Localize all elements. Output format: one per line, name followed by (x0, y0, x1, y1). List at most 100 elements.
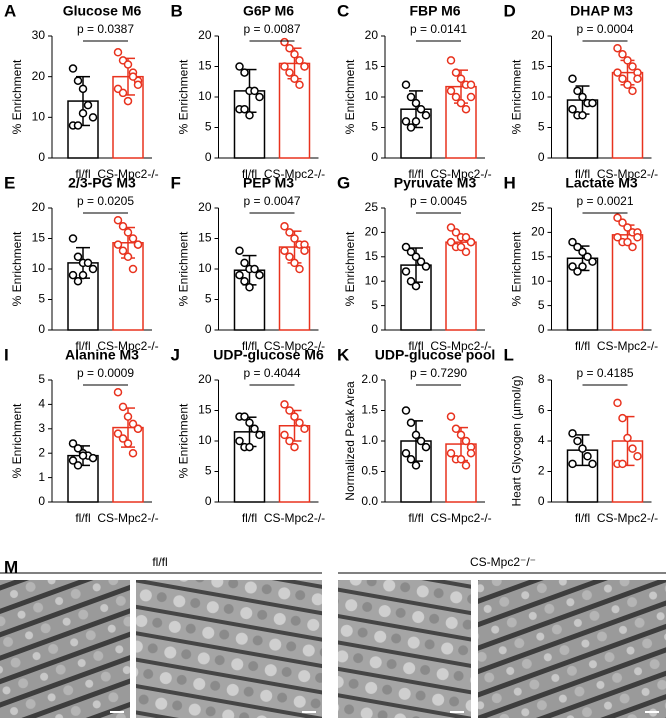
y-tick-label: 10 (198, 89, 212, 103)
x-tick-label: CS-Mpc2-/- (264, 339, 325, 353)
data-point (578, 111, 587, 120)
x-tick-label: fl/fl (408, 339, 423, 353)
x-tick-label: CS-Mpc2-/- (264, 511, 325, 525)
data-point (401, 448, 411, 458)
data-point (633, 74, 642, 83)
x-tick-label: CS-Mpc2-/- (430, 339, 491, 353)
y-axis-label: % Enrichment (177, 59, 191, 134)
x-tick-label: CS-Mpc2-/- (97, 339, 158, 353)
chart-title: Pyruvate M3 (394, 175, 477, 191)
data-point (133, 80, 143, 90)
data-point (623, 223, 632, 232)
data-point (83, 258, 93, 268)
y-axis-label: % Enrichment (510, 231, 524, 306)
panel-letter: M (4, 557, 18, 576)
bar (233, 269, 266, 331)
data-point (68, 270, 78, 280)
data-point (451, 424, 461, 434)
y-tick-label: 5 (371, 298, 378, 312)
chart-title: Glucose M6 (63, 3, 142, 19)
annotation: p = 0.0009 (77, 366, 134, 380)
chart-title: Lactate M3 (565, 175, 638, 191)
data-point (568, 459, 577, 469)
data-point (295, 80, 304, 90)
data-point (73, 444, 83, 453)
data-point (406, 247, 416, 257)
data-point (568, 104, 577, 114)
data-point (466, 448, 476, 458)
panel-letter: E (4, 173, 15, 192)
data-point (461, 233, 471, 242)
data-point (466, 92, 476, 102)
data-point (128, 264, 138, 274)
panel-letter: F (171, 173, 181, 192)
data-point (618, 459, 627, 469)
y-tick-label: 1 (38, 470, 45, 484)
panel-letter: K (337, 345, 350, 364)
data-point (573, 242, 582, 252)
data-point (245, 442, 254, 452)
data-point (623, 433, 632, 443)
data-point (421, 262, 431, 271)
data-point (406, 418, 416, 427)
data-point (466, 237, 476, 247)
data-point (578, 247, 587, 257)
data-point (68, 234, 78, 243)
data-point (285, 406, 294, 415)
data-point (280, 430, 289, 440)
data-point (290, 412, 299, 421)
data-point (456, 242, 466, 252)
data-point (451, 92, 461, 102)
data-point (588, 257, 597, 266)
y-axis-label: % Enrichment (343, 59, 357, 134)
y-tick-label: 15 (198, 59, 212, 73)
data-point (280, 37, 289, 47)
data-point (411, 98, 421, 108)
data-point (456, 74, 466, 83)
x-tick-label: CS-Mpc2-/- (97, 511, 158, 525)
y-tick-label: 0 (538, 322, 545, 336)
data-point (73, 461, 83, 470)
y-axis-label: Normalized Peak Area (343, 381, 357, 501)
micrograph-image (0, 580, 130, 718)
data-point (618, 50, 627, 59)
data-point (588, 98, 597, 108)
annotation: p = 0.0087 (243, 22, 300, 36)
data-point (411, 117, 421, 126)
data-point (461, 436, 471, 446)
data-point (250, 424, 259, 434)
y-tick-label: 15 (365, 249, 379, 263)
y-tick-label: 0.5 (361, 464, 378, 478)
data-point (446, 86, 456, 96)
annotation: p = 0.7290 (410, 366, 467, 380)
data-point (78, 270, 88, 280)
data-point (68, 64, 78, 73)
y-axis-label: % Enrichment (10, 59, 24, 134)
data-point (613, 213, 622, 223)
data-point (456, 455, 466, 464)
annotation: p = 0.0205 (77, 194, 134, 208)
y-tick-label: 30 (32, 28, 46, 42)
panel-letter: C (337, 1, 349, 20)
y-tick-label: 0 (38, 150, 45, 164)
data-point (461, 104, 471, 114)
data-point (573, 267, 582, 276)
data-point (573, 86, 582, 96)
data-point (78, 451, 88, 460)
data-point (73, 252, 83, 262)
data-point (416, 257, 426, 266)
data-point (411, 252, 421, 262)
x-tick-label: fl/fl (575, 339, 590, 353)
y-tick-label: 10 (531, 273, 545, 287)
bar (112, 426, 144, 503)
y-axis-label: % Enrichment (177, 403, 191, 478)
data-point (118, 434, 128, 443)
y-tick-label: 0 (371, 150, 378, 164)
data-point (240, 412, 249, 421)
data-point (578, 262, 587, 271)
y-tick-label: 0 (205, 494, 212, 508)
data-point (78, 109, 88, 118)
data-point (583, 252, 592, 262)
y-tick-label: 5 (205, 292, 212, 306)
